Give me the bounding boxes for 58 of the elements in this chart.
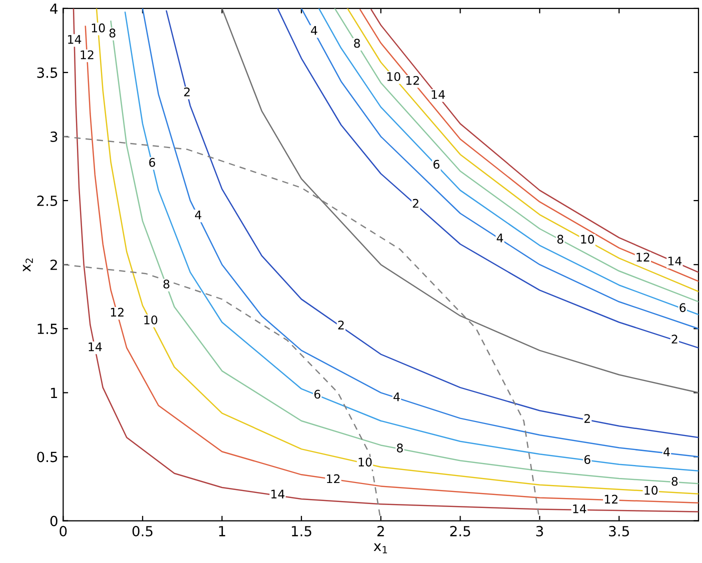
x-tick-label: 2.5 — [450, 526, 470, 536]
annotation: 10 — [581, 234, 594, 244]
annotation: 8 — [109, 28, 116, 38]
annotation: 2 — [184, 87, 190, 96]
annotation: 14 — [88, 342, 102, 352]
annotation: 14 — [668, 256, 682, 266]
annotation: 14 — [271, 490, 284, 498]
x-tick-label: 0 — [60, 526, 67, 536]
annotation: 12 — [110, 308, 124, 317]
annotation: 4 — [195, 210, 202, 220]
annotation: 8 — [354, 38, 360, 48]
annotation: 2 — [338, 320, 344, 330]
annotation: 4 — [664, 448, 670, 456]
x-tick-label: 1.5 — [292, 526, 312, 536]
annotation: 12 — [80, 50, 94, 60]
annotation: 10 — [358, 458, 372, 467]
y-tick-label: 1 — [51, 388, 58, 398]
x-tick-label: 1 — [219, 526, 226, 536]
annotation: 8 — [672, 476, 678, 486]
annotation: 12 — [406, 76, 419, 85]
y-tick-label: 0.5 — [37, 452, 58, 462]
annotation: 10 — [92, 23, 105, 32]
annotation: 14 — [432, 90, 445, 99]
y-tick-label: 2.5 — [37, 196, 58, 206]
annotation: 8 — [396, 444, 403, 452]
y-tick-label: 0 — [50, 516, 58, 526]
annotation: 8 — [557, 234, 564, 244]
annotation: 2 — [412, 198, 418, 208]
annotation: 12 — [636, 252, 650, 262]
annotation: 4 — [310, 26, 318, 35]
annotation: 2 — [672, 334, 678, 344]
annotation: 10 — [644, 486, 658, 495]
x-tick-label: 0.5 — [132, 526, 152, 536]
annotation: 6 — [584, 455, 590, 464]
annotation: 6 — [314, 390, 320, 399]
annotation: 8 — [163, 280, 170, 289]
y-tick-label: 4 — [50, 4, 58, 14]
annotation: 12 — [326, 474, 340, 484]
y-axis-title: x$_{2}$ — [22, 258, 33, 272]
annotation: 2 — [584, 414, 590, 423]
annotation: 14 — [68, 35, 82, 44]
annotation: 10 — [387, 72, 400, 82]
annotation: 6 — [433, 160, 440, 169]
y-tick-label: 1.5 — [38, 324, 58, 334]
x-tick-label: 3 — [536, 526, 543, 536]
annotation: 6 — [680, 303, 686, 312]
y-tick-label: 2 — [50, 260, 57, 270]
annotation: 4 — [496, 234, 504, 242]
y-tick-label: 3 — [50, 131, 58, 142]
annotation: 10 — [144, 315, 158, 324]
y-tick-label: 3.5 — [37, 67, 58, 78]
annotation: 6 — [149, 158, 156, 167]
annotation: 4 — [394, 392, 400, 402]
x-tick-label: 3.5 — [609, 526, 629, 536]
annotation: 14 — [573, 504, 586, 514]
x-axis-title: x$_{1}$ — [374, 543, 387, 554]
annotation: 12 — [604, 494, 618, 504]
x-tick-label: 2 — [377, 526, 384, 536]
